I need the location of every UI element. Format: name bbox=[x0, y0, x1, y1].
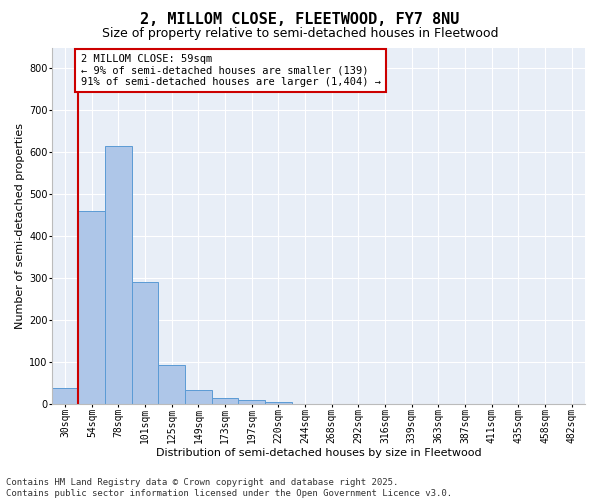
Bar bbox=[79, 211, 105, 404]
Bar bbox=[185, 390, 212, 404]
Bar bbox=[238, 400, 265, 404]
Bar bbox=[265, 402, 292, 404]
Text: 2 MILLOM CLOSE: 59sqm
← 9% of semi-detached houses are smaller (139)
91% of semi: 2 MILLOM CLOSE: 59sqm ← 9% of semi-detac… bbox=[80, 54, 380, 87]
Bar bbox=[158, 365, 185, 404]
Bar bbox=[52, 388, 79, 404]
X-axis label: Distribution of semi-detached houses by size in Fleetwood: Distribution of semi-detached houses by … bbox=[155, 448, 481, 458]
Bar bbox=[132, 282, 158, 404]
Text: Contains HM Land Registry data © Crown copyright and database right 2025.
Contai: Contains HM Land Registry data © Crown c… bbox=[6, 478, 452, 498]
Bar bbox=[105, 146, 132, 404]
Text: Size of property relative to semi-detached houses in Fleetwood: Size of property relative to semi-detach… bbox=[102, 28, 498, 40]
Text: 2, MILLOM CLOSE, FLEETWOOD, FY7 8NU: 2, MILLOM CLOSE, FLEETWOOD, FY7 8NU bbox=[140, 12, 460, 28]
Y-axis label: Number of semi-detached properties: Number of semi-detached properties bbox=[15, 122, 25, 328]
Bar bbox=[212, 398, 238, 404]
